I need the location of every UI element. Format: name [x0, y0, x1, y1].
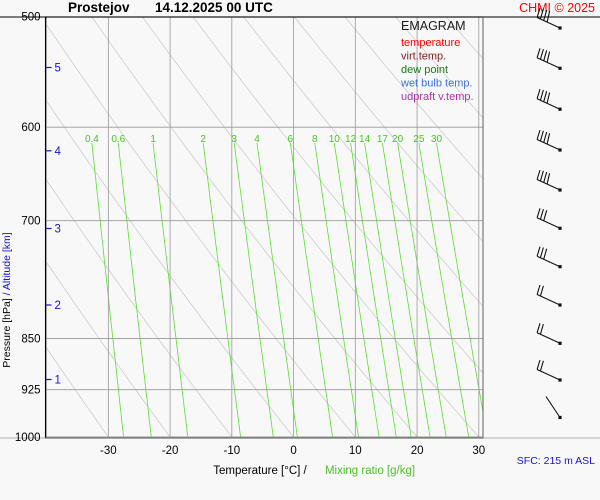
svg-text:1: 1 — [55, 375, 61, 387]
svg-text:30: 30 — [472, 445, 485, 457]
svg-text:Mixing ratio [g/kg]: Mixing ratio [g/kg] — [325, 465, 415, 477]
svg-text:1: 1 — [150, 134, 156, 145]
svg-text:10: 10 — [329, 134, 341, 145]
svg-text:Temperature [°C] /: Temperature [°C] / — [213, 465, 307, 477]
svg-text:25: 25 — [413, 134, 425, 145]
svg-text:600: 600 — [21, 122, 40, 134]
svg-text:4: 4 — [55, 146, 62, 158]
svg-text:30: 30 — [431, 134, 443, 145]
svg-text:Prostejov: Prostejov — [68, 0, 130, 15]
svg-text:12: 12 — [345, 134, 357, 145]
svg-text:5: 5 — [55, 63, 61, 75]
svg-text:8: 8 — [312, 134, 318, 145]
svg-text:-30: -30 — [100, 445, 117, 457]
svg-text:wet bulb temp.: wet bulb temp. — [400, 78, 473, 90]
svg-text:850: 850 — [21, 333, 40, 345]
svg-text:2: 2 — [200, 134, 206, 145]
svg-text:20: 20 — [411, 445, 424, 457]
svg-text:0.4: 0.4 — [85, 134, 99, 145]
svg-text:EMAGRAM: EMAGRAM — [401, 19, 466, 33]
svg-text:14.12.2025 00 UTC: 14.12.2025 00 UTC — [155, 0, 273, 15]
svg-text:925: 925 — [21, 385, 40, 397]
svg-text:virt.temp.: virt.temp. — [401, 51, 446, 63]
svg-text:udpraft v.temp.: udpraft v.temp. — [401, 91, 474, 103]
svg-text:temperature: temperature — [401, 37, 460, 49]
svg-text:2: 2 — [55, 300, 61, 312]
svg-text:4: 4 — [254, 134, 260, 145]
svg-text:700: 700 — [21, 216, 40, 228]
svg-text:14: 14 — [359, 134, 371, 145]
svg-text:17: 17 — [377, 134, 389, 145]
svg-text:Pressure [hPa] / Altitude [km: Pressure [hPa] / Altitude [km] — [1, 232, 13, 367]
svg-text:500: 500 — [21, 12, 40, 24]
svg-text:dew point: dew point — [401, 64, 448, 76]
svg-text:CHMI © 2025: CHMI © 2025 — [519, 1, 595, 15]
svg-text:6: 6 — [288, 134, 294, 145]
svg-text:SFC: 215 m ASL: SFC: 215 m ASL — [517, 455, 595, 467]
svg-text:0.6: 0.6 — [111, 134, 125, 145]
svg-text:-10: -10 — [223, 445, 240, 457]
svg-text:3: 3 — [231, 134, 237, 145]
svg-text:0: 0 — [290, 445, 296, 457]
svg-text:10: 10 — [349, 445, 362, 457]
svg-text:-20: -20 — [162, 445, 179, 457]
svg-text:3: 3 — [55, 224, 61, 236]
svg-text:1000: 1000 — [15, 432, 41, 444]
svg-text:20: 20 — [392, 134, 404, 145]
